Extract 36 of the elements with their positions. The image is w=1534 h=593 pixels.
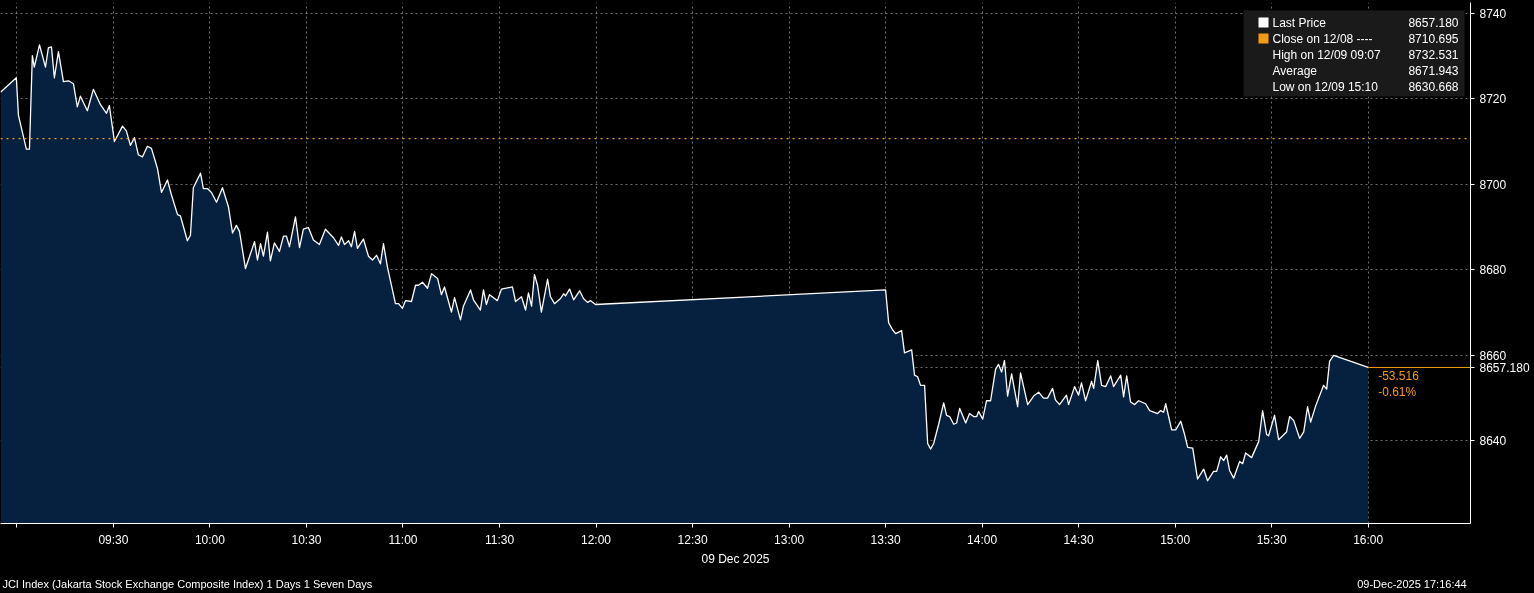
annotation: -53.516: [1378, 368, 1420, 383]
text: JCI Index (Jakarta Stock Exchange Composite Index) 1 Days 1 Seven Days: [2, 577, 373, 590]
annotation: Average: [1272, 63, 1318, 78]
legend-label: Close on 12/08 ----: [1272, 31, 1373, 46]
x-tick-label: 12:00: [581, 532, 612, 547]
x-tick-label: 13:30: [870, 532, 901, 547]
y-tick-label: 8700: [1479, 177, 1507, 192]
x-tick-label: 16:00: [1353, 532, 1384, 547]
annotation: 8710.695: [1408, 32, 1459, 46]
x-tick-label: 10:00: [194, 532, 226, 547]
y-tick-label: 8640: [1479, 434, 1507, 449]
annotation: 8671.943: [1408, 64, 1459, 78]
x-tick-label: 09:30: [98, 532, 129, 547]
x-tick-label: 11:00: [388, 532, 418, 547]
annotation: -0.61%: [1378, 385, 1417, 400]
y-tick-label: 8740: [1479, 6, 1507, 21]
x-axis-title: 09 Dec 2025: [701, 551, 770, 566]
annotation: 8657.180: [1408, 16, 1459, 30]
x-tick-label: 14:30: [1063, 532, 1094, 547]
x-tick-label: 12:30: [677, 532, 708, 547]
x-tick-label: 13:00: [774, 532, 805, 547]
annotation: High on 12/09 09:07: [1272, 47, 1381, 62]
text: 09-Dec-2025 17:16:44: [1357, 577, 1467, 590]
x-tick-label: 14:00: [967, 532, 998, 547]
x-tick-label: 10:30: [291, 532, 322, 547]
annotation: Low on 12/09 15:10: [1272, 79, 1379, 94]
y-tick-label: 8680: [1479, 263, 1507, 278]
x-tick-label: 11:30: [484, 532, 515, 547]
annotation: 8630.668: [1408, 80, 1459, 94]
annotation: 8732.531: [1408, 48, 1459, 62]
y-tick-label: 8720: [1479, 92, 1507, 107]
y-tick-label: 8660: [1479, 348, 1507, 363]
legend-label: Last Price: [1272, 15, 1327, 30]
y-tick-label: 8657.180: [1479, 360, 1530, 375]
x-tick-label: 15:00: [1160, 532, 1191, 547]
x-tick-label: 15:30: [1256, 532, 1288, 547]
